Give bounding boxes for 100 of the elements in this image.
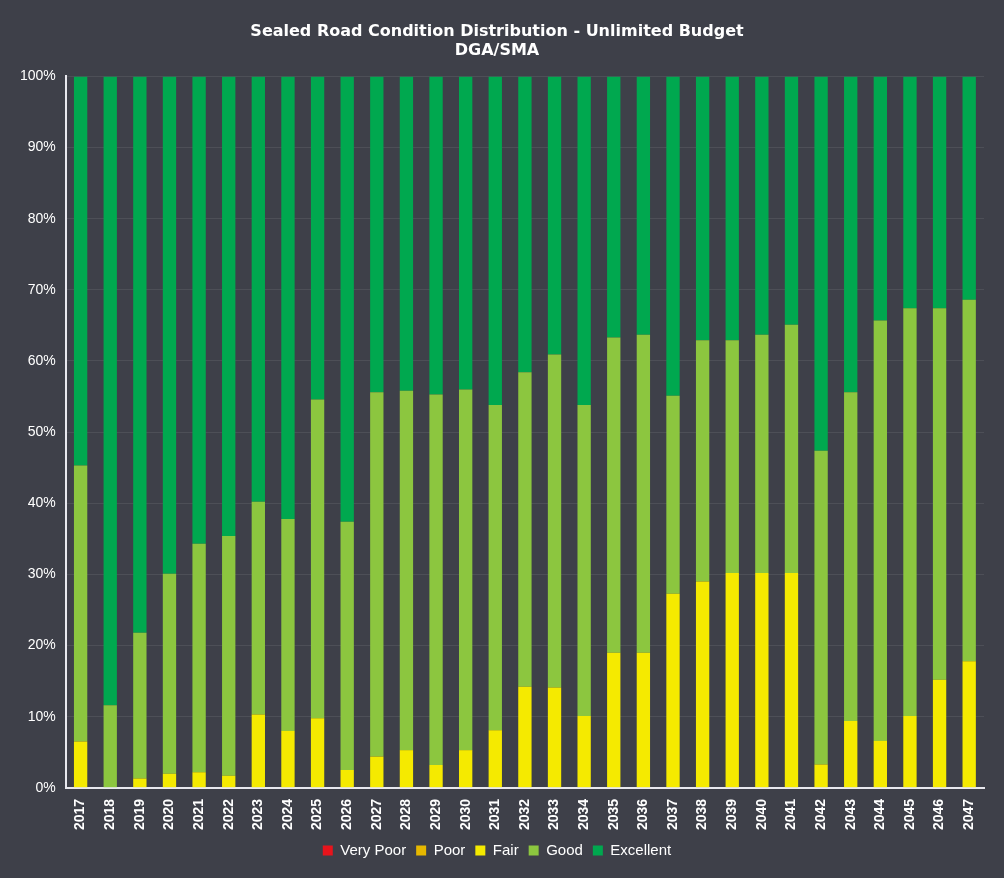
- x-tick-label: 2040: [752, 798, 769, 831]
- bar: [133, 76, 147, 633]
- bar: [725, 76, 739, 341]
- bar: [903, 716, 917, 788]
- bar: [814, 450, 828, 765]
- x-tick-label: 2021: [189, 798, 206, 831]
- bar: [370, 756, 384, 788]
- bar: [73, 465, 88, 742]
- bar: [518, 372, 532, 687]
- bar: [932, 76, 947, 309]
- x-tick-label: 2029: [426, 798, 443, 831]
- bar: [340, 521, 354, 771]
- y-tick-label: 80%: [27, 209, 56, 226]
- bar: [636, 76, 651, 335]
- y-tick-label: 90%: [27, 138, 56, 155]
- x-tick-label: 2027: [367, 798, 384, 831]
- bar: [547, 354, 562, 688]
- bar: [814, 764, 828, 788]
- bar: [962, 76, 976, 300]
- legend-label: Excellent: [610, 840, 673, 858]
- bar: [192, 76, 206, 544]
- y-tick-label: 10%: [27, 707, 56, 724]
- y-tick-label: 100%: [19, 67, 56, 84]
- bar: [488, 405, 502, 731]
- x-tick-label: 2045: [900, 798, 917, 831]
- bar: [577, 716, 591, 788]
- bar: [814, 76, 828, 451]
- x-tick-label: 2023: [249, 798, 266, 831]
- text: Sealed Road Condition Distribution - Unlimited Budget: [250, 20, 744, 40]
- bar: [222, 536, 236, 776]
- bar: [488, 730, 502, 788]
- y-tick-label: 20%: [27, 636, 56, 653]
- bar: [429, 394, 443, 766]
- bar: [666, 593, 680, 788]
- bar: [488, 76, 502, 406]
- bar: [725, 340, 739, 573]
- bar: [903, 76, 917, 309]
- x-tick-label: 2037: [663, 798, 680, 831]
- x-tick-label: 2019: [130, 798, 147, 831]
- bar: [666, 76, 680, 396]
- x-tick-label: 2028: [397, 798, 414, 831]
- bar: [459, 750, 473, 788]
- bar: [133, 778, 147, 788]
- bar: [281, 518, 295, 731]
- bar: [281, 730, 295, 788]
- bar: [370, 392, 384, 757]
- bar: [577, 405, 591, 716]
- bar: [399, 390, 414, 751]
- bar: [310, 399, 325, 719]
- bar: [577, 76, 591, 406]
- x-tick-label: 2020: [160, 798, 177, 831]
- y-tick-label: 70%: [27, 280, 56, 297]
- bar: [636, 652, 651, 788]
- bar: [340, 770, 354, 788]
- bar: [429, 76, 443, 395]
- bar: [873, 740, 887, 788]
- bar: [310, 76, 325, 400]
- bar: [962, 661, 976, 788]
- bar: [340, 76, 354, 522]
- y-tick-label: 0%: [35, 778, 56, 795]
- x-tick-label: 2044: [871, 798, 888, 831]
- x-tick-label: 2041: [782, 798, 799, 831]
- bar: [844, 720, 858, 788]
- bar: [547, 76, 562, 355]
- bar: [310, 718, 325, 788]
- bar: [251, 501, 265, 715]
- bar: [607, 337, 621, 653]
- legend-label: Fair: [492, 840, 519, 858]
- x-tick-label: 2018: [101, 798, 118, 831]
- bar: [281, 76, 295, 519]
- bar: [192, 772, 206, 788]
- bar: [873, 76, 887, 321]
- x-tick-label: 2034: [575, 798, 591, 831]
- bar: [73, 741, 88, 788]
- legend-label: Good: [546, 840, 583, 858]
- bar: [755, 76, 769, 335]
- x-tick-label: 2024: [278, 798, 295, 831]
- x-tick-label: 2039: [723, 798, 740, 831]
- y-tick-label: 50%: [27, 422, 56, 439]
- y-tick-label: 30%: [27, 565, 56, 582]
- bar: [607, 652, 621, 788]
- bar: [192, 543, 206, 773]
- x-tick-label: 2017: [71, 798, 88, 831]
- bar: [222, 775, 236, 788]
- bar: [666, 395, 680, 594]
- bar: [399, 76, 414, 391]
- x-tick-label: 2022: [219, 798, 236, 831]
- x-tick-label: 2036: [634, 798, 651, 831]
- bar: [755, 573, 769, 788]
- bar: [755, 334, 769, 573]
- bar: [162, 773, 177, 788]
- bar: [725, 573, 739, 788]
- x-tick-label: 2046: [930, 798, 947, 831]
- bar: [251, 714, 265, 788]
- bar: [607, 76, 621, 338]
- bar: [251, 76, 265, 502]
- bar: [636, 334, 651, 653]
- text: DGA/SMA: [454, 39, 540, 59]
- bar: [518, 76, 532, 373]
- x-tick-label: 2033: [545, 798, 562, 831]
